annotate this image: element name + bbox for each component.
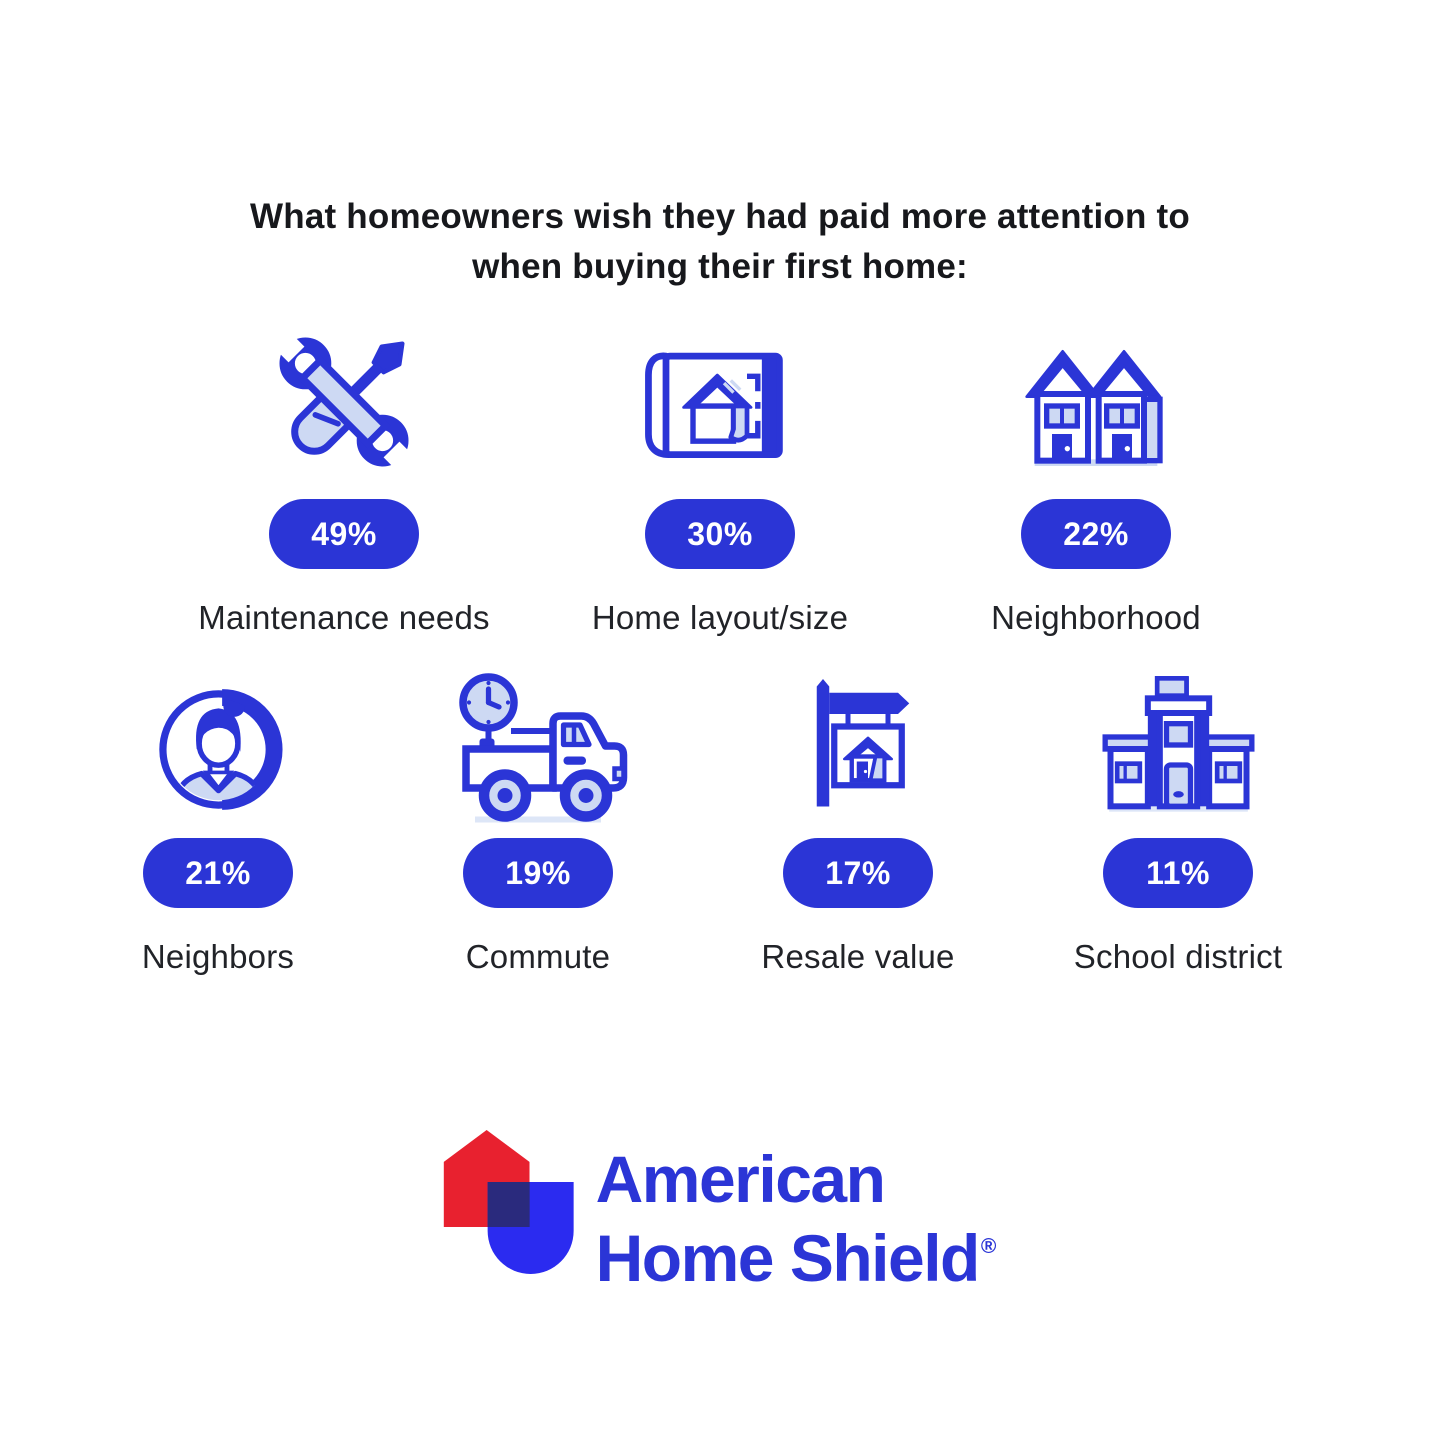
stat-value: 21% xyxy=(185,854,251,891)
stat-badge: 21% xyxy=(143,838,293,908)
stat-label: Maintenance needs xyxy=(198,599,490,636)
stat-item-layout: 30% Home layout/size xyxy=(540,312,900,637)
two-houses-icon xyxy=(1025,350,1163,466)
stat-badge: 30% xyxy=(645,499,795,569)
stat-badge: 17% xyxy=(783,838,933,908)
stats-row-1: 49% Maintenance needs xyxy=(0,312,1440,637)
stat-item-neighbors: 21% Neighbors xyxy=(63,664,373,976)
stat-label: School district xyxy=(1073,938,1283,975)
stat-value: 19% xyxy=(505,854,571,891)
stat-label: Neighborhood xyxy=(991,599,1201,636)
logo-line-2: Home Shield xyxy=(595,1221,981,1296)
logo-wordmark: American Home Shield® xyxy=(596,1140,997,1298)
pickup-truck-clock-icon xyxy=(459,673,628,823)
for-sale-sign-icon xyxy=(816,679,910,807)
logo-overlap-shape xyxy=(487,1182,530,1227)
stat-value: 22% xyxy=(1063,515,1129,552)
stats-row-2: 21% Neighbors xyxy=(0,664,1418,976)
page-title: What homeowners wish they had paid more … xyxy=(0,192,1440,291)
icon-box xyxy=(448,664,628,834)
school-building-icon xyxy=(1102,676,1254,812)
stat-badge: 49% xyxy=(269,499,419,569)
icon-box xyxy=(146,664,291,834)
icon-box xyxy=(260,312,428,492)
stat-label: Commute xyxy=(465,938,611,975)
stat-label: Neighbors xyxy=(141,938,295,975)
stat-label: Resale value xyxy=(761,938,955,975)
person-avatar-icon xyxy=(158,688,283,810)
stat-item-resale: 17% Resale value xyxy=(703,664,1013,976)
stat-value: 49% xyxy=(311,515,377,552)
icon-box xyxy=(1016,312,1176,492)
stat-badge: 11% xyxy=(1103,838,1253,908)
stat-value: 30% xyxy=(687,515,753,552)
stat-item-neighborhood: 22% Neighborhood xyxy=(916,312,1276,637)
registered-mark: ® xyxy=(980,1235,997,1259)
wrench-screwdriver-icon xyxy=(276,334,412,470)
icon-box xyxy=(1076,664,1281,834)
title-line-2: when buying their first home: xyxy=(472,246,968,286)
stat-label: Home layout/size xyxy=(591,599,849,636)
american-home-shield-logo: American Home Shield® xyxy=(443,1128,997,1298)
blueprint-house-icon xyxy=(645,352,783,459)
stat-item-maintenance: 49% Maintenance needs xyxy=(164,312,524,637)
icon-box xyxy=(639,312,801,492)
icon-box xyxy=(783,664,933,834)
title-line-1: What homeowners wish they had paid more … xyxy=(250,197,1190,236)
stat-badge: 22% xyxy=(1021,499,1171,569)
stat-value: 17% xyxy=(825,854,891,891)
logo-line-1: American xyxy=(595,1142,886,1216)
stat-item-commute: 19% Commute xyxy=(383,664,693,976)
stat-value: 11% xyxy=(1146,854,1210,891)
ahs-logo-mark-icon xyxy=(443,1130,574,1276)
stat-badge: 19% xyxy=(463,838,613,908)
stat-item-school: 11% School district xyxy=(1023,664,1333,976)
